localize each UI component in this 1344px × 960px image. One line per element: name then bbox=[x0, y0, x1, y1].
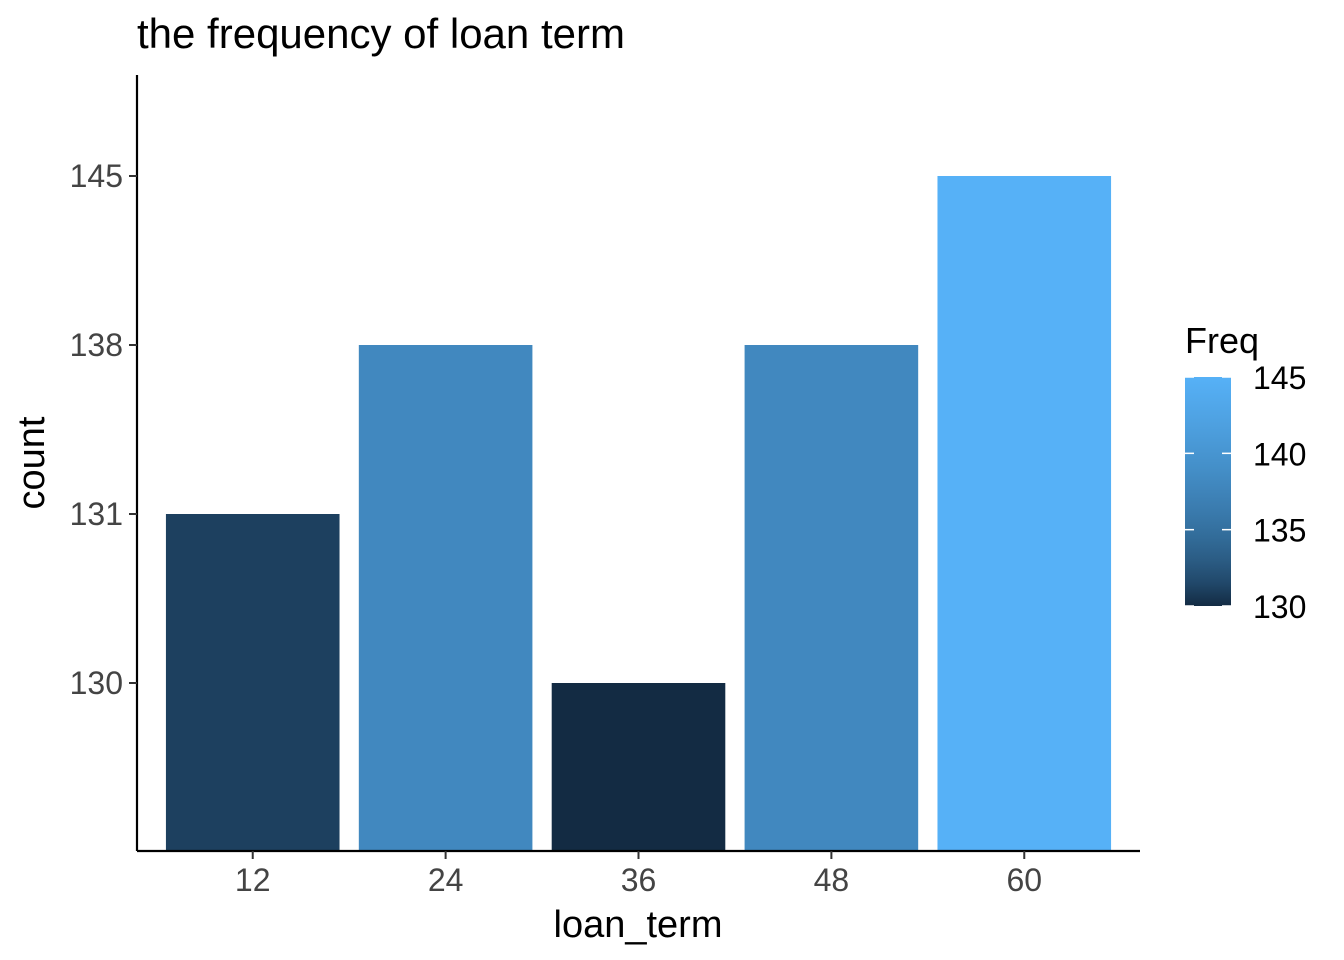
bar-24 bbox=[358, 345, 533, 851]
y-axis: 130 131 138 145 bbox=[70, 75, 139, 851]
x-axis-title: loan_term bbox=[554, 904, 723, 946]
y-tick-label: 138 bbox=[70, 327, 123, 363]
x-axis: 12 24 36 48 60 bbox=[137, 849, 1140, 898]
y-tick-label: 145 bbox=[70, 158, 123, 194]
bar-48 bbox=[744, 345, 919, 851]
bar-60 bbox=[937, 176, 1112, 851]
x-tick-label: 24 bbox=[428, 862, 464, 898]
bar-36 bbox=[551, 683, 726, 851]
x-tick-label: 48 bbox=[814, 862, 850, 898]
bars-group bbox=[165, 176, 1112, 851]
legend-tick-label: 130 bbox=[1253, 589, 1306, 625]
legend-tick-label: 140 bbox=[1253, 436, 1306, 472]
y-tick-label: 131 bbox=[70, 496, 123, 532]
legend-title: Freq bbox=[1185, 320, 1259, 361]
y-axis-title: count bbox=[11, 416, 53, 509]
x-tick-label: 12 bbox=[235, 862, 271, 898]
x-tick-label: 60 bbox=[1006, 862, 1042, 898]
color-legend: Freq 130 135 140 145 bbox=[1185, 320, 1306, 625]
chart-title: the frequency of loan term bbox=[137, 10, 625, 57]
bar-12 bbox=[165, 514, 340, 851]
x-tick-label: 36 bbox=[621, 862, 657, 898]
y-tick-label: 130 bbox=[70, 665, 123, 701]
legend-tick-label: 135 bbox=[1253, 513, 1306, 549]
legend-colorbar bbox=[1185, 377, 1231, 606]
legend-tick-label: 145 bbox=[1253, 360, 1306, 396]
